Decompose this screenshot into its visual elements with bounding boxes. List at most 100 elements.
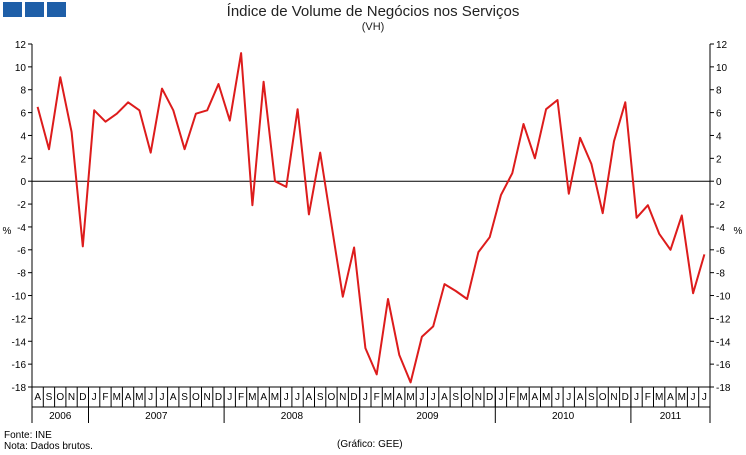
x-month-label: D [486,392,493,403]
y-tick-label-right: 0 [716,177,722,188]
chart-title: Índice de Volume de Negócios nos Serviço… [226,3,520,20]
y-tick-label-right: 4 [716,131,722,142]
y-tick-label-right: -14 [716,337,731,348]
x-month-label: J [555,392,560,403]
y-tick-label-left: -4 [17,223,26,234]
y-tick-label-right: 10 [716,63,728,74]
year-label: 2009 [416,411,439,422]
x-month-label: J [431,392,436,403]
x-month-label: J [566,392,571,403]
y-tick-label-right: 6 [716,109,722,120]
chart-subtitle: (VH) [361,21,385,33]
y-axis-label-right: % [734,226,743,237]
year-label: 2010 [552,411,575,422]
x-month-label: J [227,392,232,403]
logo-square-1 [3,2,22,17]
y-tick-label-left: -16 [12,360,27,371]
x-month-label: S [181,392,188,403]
x-month-label: M [384,392,392,403]
source-note: Fonte: INE [4,430,52,441]
x-month-label: A [577,392,584,403]
y-axis-label-left: % [3,226,12,237]
x-month-label: J [702,392,707,403]
x-month-label: A [396,392,403,403]
y-tick-label-left: -6 [17,246,26,257]
x-month-label: M [406,392,414,403]
x-month-label: A [125,392,132,403]
x-month-label: S [46,392,53,403]
y-tick-label-right: -6 [716,246,725,257]
x-month-label: J [691,392,696,403]
y-tick-label-left: 0 [20,177,26,188]
year-label: 2011 [660,411,682,422]
x-month-label: F [102,392,108,403]
x-month-label: F [374,392,380,403]
x-month-label: F [509,392,515,403]
x-month-label: M [271,392,279,403]
x-month-label: N [68,392,75,403]
x-month-label: A [260,392,267,403]
x-month-label: A [306,392,313,403]
x-month-label: M [519,392,527,403]
x-month-label: A [441,392,448,403]
x-month-label: A [667,392,674,403]
x-month-label: D [350,392,357,403]
y-tick-label-right: 12 [716,40,728,51]
x-month-label: O [328,392,336,403]
y-tick-label-right: -10 [716,292,731,303]
x-month-label: D [622,392,629,403]
y-tick-label-left: 4 [20,131,26,142]
y-tick-label-right: 2 [716,154,722,165]
x-month-label: M [655,392,663,403]
logo-square-2 [25,2,44,17]
x-month-label: O [56,392,64,403]
x-month-label: J [295,392,300,403]
x-month-label: A [34,392,41,403]
x-month-label: N [610,392,617,403]
x-month-label: O [599,392,607,403]
logo [3,2,66,17]
x-month-label: J [634,392,639,403]
y-tick-label-right: -16 [716,360,731,371]
y-tick-label-left: 6 [20,109,26,120]
x-month-label: N [204,392,211,403]
x-month-label: F [645,392,651,403]
y-tick-label-right: -12 [716,314,731,325]
y-tick-label-left: 12 [15,40,27,51]
x-month-label: M [135,392,143,403]
year-label: 2006 [49,411,72,422]
x-month-label: J [159,392,164,403]
x-month-label: F [238,392,244,403]
x-month-label: N [339,392,346,403]
x-month-label: M [113,392,121,403]
x-month-label: J [498,392,503,403]
y-tick-label-left: -10 [12,292,27,303]
x-month-label: D [79,392,86,403]
x-month-label: M [248,392,256,403]
logo-square-3 [47,2,66,17]
x-month-label: S [588,392,595,403]
y-tick-label-left: -18 [12,383,27,394]
y-tick-label-left: 2 [20,154,26,165]
x-month-label: A [532,392,539,403]
x-month-label: J [419,392,424,403]
x-month-label: J [284,392,289,403]
y-tick-label-right: -18 [716,383,731,394]
y-tick-label-right: 8 [716,86,722,97]
x-month-label: N [475,392,482,403]
y-tick-label-right: -2 [716,200,725,211]
x-month-label: S [452,392,459,403]
x-month-label: J [92,392,97,403]
y-tick-label-right: -8 [716,269,725,280]
x-month-label: J [363,392,368,403]
y-tick-label-left: 8 [20,86,26,97]
x-month-label: J [148,392,153,403]
year-label: 2008 [281,411,304,422]
y-tick-label-left: -2 [17,200,26,211]
y-tick-label-left: 10 [15,63,27,74]
x-month-label: M [678,392,686,403]
y-tick-label-left: -8 [17,269,26,280]
chart-credit: (Gráfico: GEE) [337,439,403,450]
year-label: 2007 [145,411,168,422]
y-tick-label-right: -4 [716,223,725,234]
